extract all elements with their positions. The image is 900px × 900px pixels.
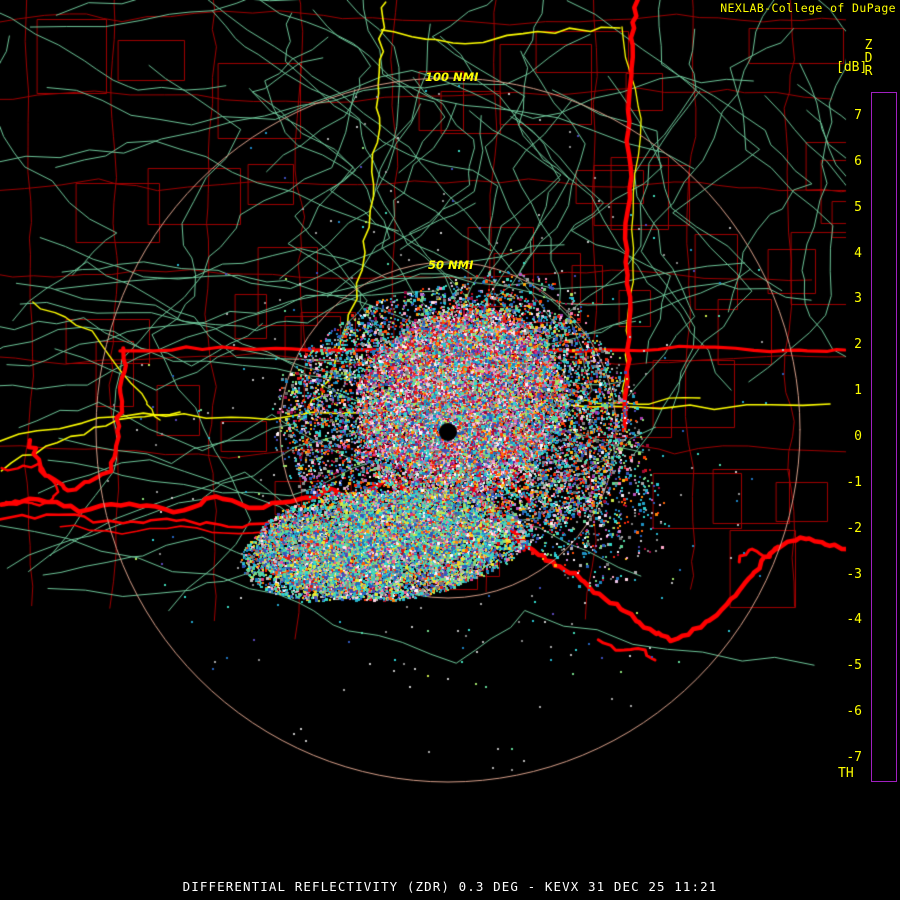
range-ring-label-1: 50 NMI <box>428 258 474 272</box>
colorbar-tick-0: 0 <box>854 429 862 444</box>
colorbar-tick-2: 2 <box>854 337 862 353</box>
colorbar-tick-neg6: -6 <box>846 704 862 720</box>
colorbar-tick-7: 7 <box>854 107 862 123</box>
colorbar-tick-neg2: -2 <box>846 520 862 536</box>
colorbar[interactable] <box>871 92 897 782</box>
colorbar-tick-4: 4 <box>854 245 862 261</box>
product-footer: DIFFERENTIAL REFLECTIVITY (ZDR) 0.3 DEG … <box>182 879 718 894</box>
colorbar-tick-6: 6 <box>854 153 862 169</box>
colorbar-outline <box>871 92 897 782</box>
colorbar-tick-neg5: -5 <box>846 658 862 674</box>
colorbar-unit-label: [dB] <box>836 60 868 75</box>
colorbar-tick-neg7: -7 <box>846 750 862 766</box>
range-ring-label-0: 100 NMI <box>425 70 479 84</box>
colorbar-variable-label: ZDR <box>861 38 876 77</box>
colorbar-tick-neg4: -4 <box>846 612 862 628</box>
colorbar-tick-5: 5 <box>854 199 862 215</box>
attribution-header: NEXLAB-College of DuPage <box>720 1 896 15</box>
colorbar-tick-3: 3 <box>854 291 862 307</box>
colorbar-threshold-label: TH <box>838 766 854 781</box>
colorbar-tick-neg3: -3 <box>846 566 862 582</box>
colorbar-tick-1: 1 <box>854 383 862 399</box>
colorbar-tick-neg1: -1 <box>846 474 862 490</box>
